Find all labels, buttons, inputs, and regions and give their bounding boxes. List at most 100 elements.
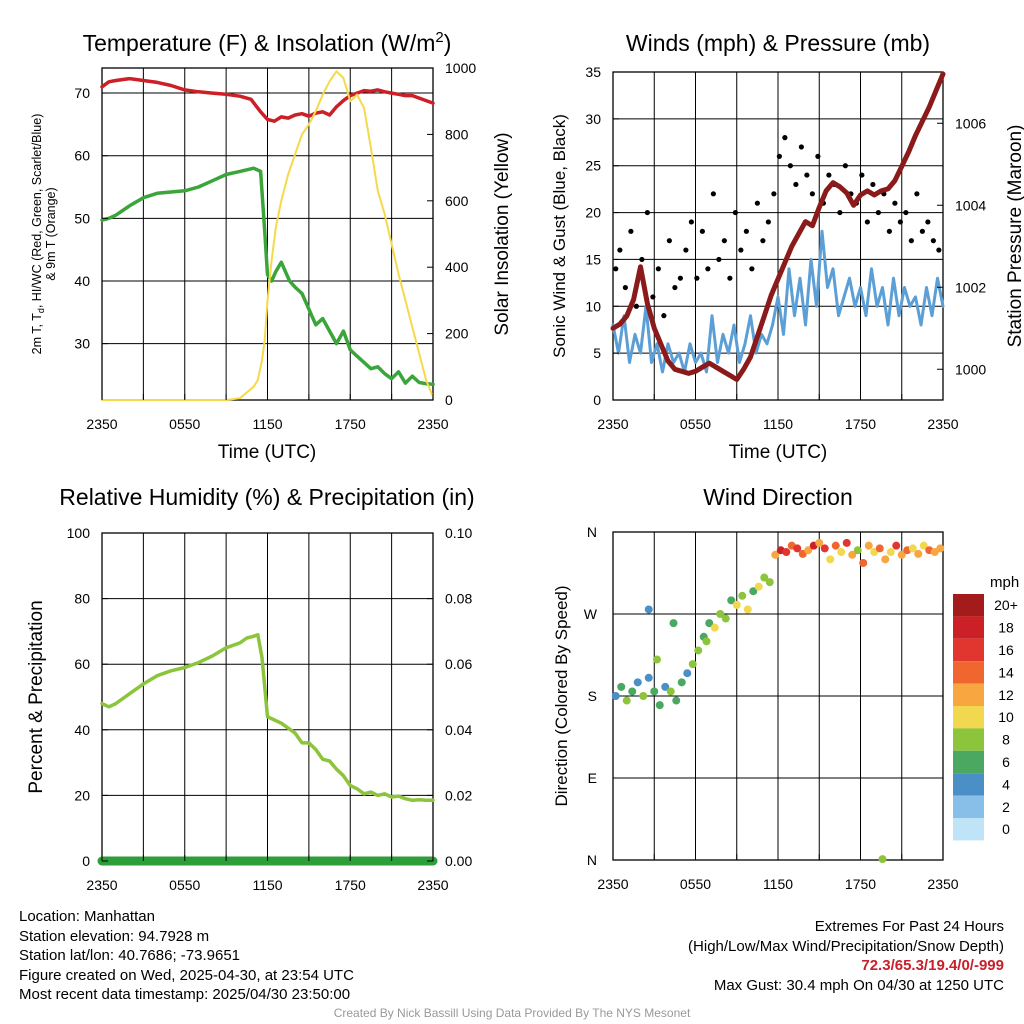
wind_gust-point <box>908 238 914 244</box>
direction-point <box>611 692 620 700</box>
x-tick-label: 2350 <box>927 416 958 432</box>
colorbar-label: 14 <box>998 664 1014 680</box>
direction-point <box>650 687 659 696</box>
insolation-y-ticks: 0 200 400 600 800 1000 <box>427 60 476 408</box>
y-tick-label: 0 <box>82 853 90 869</box>
direction-point <box>628 687 637 696</box>
y-right-tick-label: 0.02 <box>445 787 472 803</box>
winds-title: Winds (mph) & Pressure (mb) <box>626 30 930 56</box>
direction-point <box>639 692 648 700</box>
direction-point <box>826 555 835 564</box>
direction-point <box>793 544 802 553</box>
wind_gust-point <box>892 200 898 206</box>
wind_gust-point <box>613 266 619 272</box>
extremes-box: Extremes For Past 24 Hours (High/Low/Max… <box>688 917 1004 995</box>
direction-point <box>644 673 653 682</box>
credit-text: Created By Nick Bassill Using Data Provi… <box>333 1006 691 1020</box>
insolation-y-label: Solar Insolation (Yellow) <box>492 132 513 335</box>
direction-point <box>694 646 703 655</box>
x-tick-label: 1150 <box>252 416 282 432</box>
direction-point <box>710 623 719 632</box>
wind_gust-point <box>864 219 870 225</box>
direction-grid <box>613 532 943 860</box>
winds-series <box>610 71 946 382</box>
wind_gust-point <box>721 238 727 244</box>
created-text: Figure created on Wed, 2025-04-30, at 23… <box>19 966 354 984</box>
x-tick-label: 2350 <box>417 416 448 432</box>
y-tick-label: N <box>587 852 597 868</box>
direction-point <box>837 548 846 557</box>
direction-point <box>936 544 945 553</box>
x-tick-label: 1150 <box>252 877 282 893</box>
y-tick-label: 30 <box>74 336 90 352</box>
direction-point <box>831 541 840 550</box>
direction-point <box>820 544 829 553</box>
direction-point <box>617 682 626 691</box>
direction-point <box>760 573 769 582</box>
wind_gust-point <box>815 153 821 159</box>
direction-point <box>633 678 642 687</box>
wind_gust-point <box>804 172 810 178</box>
x-tick-label: 2350 <box>86 877 117 893</box>
colorbar-unit: mph <box>990 574 1019 591</box>
direction-x-ticks: 2350 0550 1150 1750 2350 <box>597 854 959 892</box>
direction-point <box>622 696 631 705</box>
direction-y-label: Direction (Colored By Speed) <box>552 585 571 806</box>
direction-point <box>702 637 711 646</box>
wind_gust-point <box>639 256 645 263</box>
x-tick-label: 0550 <box>169 877 200 893</box>
colorbar-swatch <box>953 706 984 729</box>
wind_gust-point <box>782 135 788 141</box>
colorbar-swatch <box>953 750 984 774</box>
direction-point <box>881 555 890 564</box>
colorbar-label: 0 <box>1002 821 1010 837</box>
x-tick-label: 0550 <box>169 416 200 432</box>
wind_gust-point <box>754 200 760 206</box>
direction-point <box>853 546 862 555</box>
wind_gust-point <box>710 191 716 197</box>
colorbar-swatch <box>953 661 984 684</box>
colorbar-label: 8 <box>1002 732 1010 748</box>
elevation-text: Station elevation: 94.7928 m <box>19 927 210 945</box>
direction-point <box>721 614 730 623</box>
wind_gust-point <box>677 275 683 281</box>
wind_gust-point <box>644 209 650 216</box>
colorbar-swatch <box>953 638 984 662</box>
y-tick-label: 20 <box>585 205 601 221</box>
direction-point <box>919 541 928 550</box>
direction-point <box>771 550 780 559</box>
wind_gust-point <box>694 275 700 281</box>
y-tick-label: 60 <box>74 656 90 672</box>
direction-title: Wind Direction <box>703 484 853 510</box>
direction-point <box>859 558 868 567</box>
temperature-panel: Temperature (F) & Insolation (W/m2) 30 40… <box>30 29 513 463</box>
humidity-title: Relative Humidity (%) & Precipitation (i… <box>59 484 474 510</box>
direction-point <box>655 701 664 710</box>
direction-point <box>738 591 747 600</box>
wind_gust-point <box>705 266 711 272</box>
x-tick-label: 2350 <box>417 877 448 893</box>
wind_gust-point <box>793 181 799 188</box>
wind_gust-point <box>749 266 755 272</box>
direction-point <box>897 550 906 559</box>
humidity-x-ticks: 2350 0550 1150 1750 2350 <box>86 855 449 893</box>
y-tick-label: 30 <box>585 111 601 127</box>
colorbar-label: 6 <box>1002 754 1010 770</box>
y-right-tick-label: 1006 <box>955 115 986 131</box>
x-tick-label: 1750 <box>335 877 366 893</box>
winds-x-label: Time (UTC) <box>729 442 828 463</box>
winds-y-label: Sonic Wind & Gust (Blue, Black) <box>550 114 569 358</box>
x-tick-label: 2350 <box>86 416 117 432</box>
station-info: Location: Manhattan Station elevation: 9… <box>19 907 354 1005</box>
wind_gust-point <box>655 266 661 272</box>
wind_gust-point <box>633 303 639 309</box>
colorbar-label: 2 <box>1002 799 1010 815</box>
y-tick-label: 70 <box>74 85 90 101</box>
y-right-tick-label: 1000 <box>955 361 986 377</box>
y-right-tick-label: 0.10 <box>445 525 472 541</box>
wind_gust-point <box>650 294 656 300</box>
wind_gust-point <box>809 191 815 197</box>
y-right-tick-label: 0.06 <box>445 656 472 672</box>
wind_gust-point <box>738 247 744 253</box>
dewpoint-line <box>100 166 435 387</box>
